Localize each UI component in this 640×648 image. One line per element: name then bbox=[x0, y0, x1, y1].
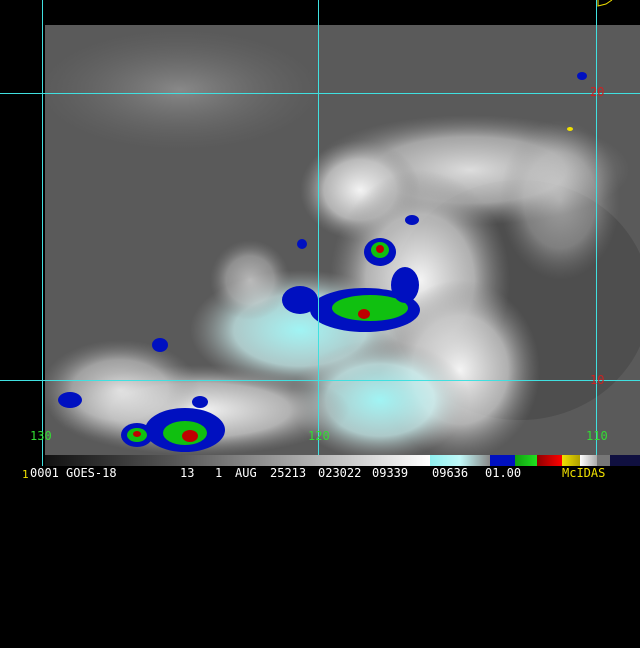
lat-lon-grid bbox=[0, 0, 640, 466]
cloud-imagery bbox=[45, 25, 640, 455]
image-info-bar: 1 0001 GOES-18 13 1 AUG 25213 023022 093… bbox=[0, 466, 640, 481]
line: 09339 bbox=[372, 466, 409, 480]
enhancement-color-bar bbox=[45, 455, 640, 466]
day: 1 bbox=[215, 466, 223, 480]
lat-label-20: 20 bbox=[590, 85, 605, 99]
convection-cores bbox=[58, 72, 587, 452]
band: 13 bbox=[180, 466, 195, 480]
magnification: 01.00 bbox=[485, 466, 522, 480]
lon-label-110: 110 bbox=[586, 429, 608, 443]
coastline bbox=[597, 0, 613, 7]
element: 09636 bbox=[432, 466, 469, 480]
satellite-image bbox=[0, 0, 640, 466]
julian-date: 25213 bbox=[270, 466, 307, 480]
month: AUG bbox=[235, 466, 257, 480]
satellite-name: GOES-18 bbox=[66, 466, 117, 480]
software-name: McIDAS bbox=[562, 466, 606, 480]
frame-number: 1 bbox=[22, 468, 29, 481]
lat-label-10: 10 bbox=[590, 373, 605, 387]
lon-label-120: 120 bbox=[308, 429, 330, 443]
frame-id: 0001 bbox=[30, 466, 59, 480]
time: 023022 bbox=[318, 466, 362, 480]
lon-label-130: 130 bbox=[30, 429, 52, 443]
